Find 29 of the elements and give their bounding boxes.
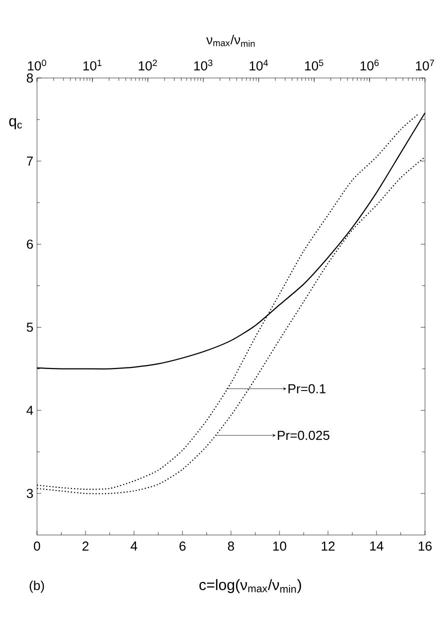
x2-tick-label: 10$^{6}$: [360, 60, 379, 70]
y-axis-title: q$_{c}$: [9, 118, 22, 130]
x-tick-label: 12: [322, 542, 334, 551]
x2-tick-label: 10$^{7}$: [416, 60, 434, 70]
annotation: Pr=0.025: [278, 430, 330, 440]
y-tick-label: 7: [26, 156, 33, 166]
x2-tick-label: 10$^{2}$: [138, 60, 157, 70]
x-tick-label: 10: [273, 542, 286, 551]
y-tick-label: 5: [26, 322, 33, 332]
x2-tick-label: 10$^{1}$: [83, 60, 102, 70]
annotation: Pr=0.1: [288, 384, 326, 394]
x-tick-label: 2: [82, 542, 88, 551]
x-tick-label: 6: [179, 542, 186, 551]
x-tick-label: 16: [418, 542, 432, 551]
y-tick-label: 4: [26, 406, 33, 415]
x-tick-label: 4: [130, 542, 138, 550]
text: (b): [30, 580, 44, 593]
x-axis-title: c=log(ν$_{max}$/ν$_{min}$): [199, 579, 301, 594]
x-tick-label: 8: [228, 542, 234, 551]
x-tick-label: 14: [370, 542, 384, 550]
x2-tick-label: 10$^{4}$: [250, 60, 268, 70]
y-tick-label: 3: [26, 488, 33, 498]
x-tick-label: 0: [34, 542, 40, 551]
x2-tick-label: 10$^{3}$: [194, 60, 212, 70]
y-tick-label: 8: [26, 73, 33, 83]
x2-tick-label: 10$^{0}$: [28, 60, 46, 70]
y-tick-label: 6: [26, 240, 33, 249]
x2-tick-label: 10$^{5}$: [304, 60, 324, 70]
x2-axis-title: ν$_{max}$/ν$_{min}$: [206, 34, 254, 47]
